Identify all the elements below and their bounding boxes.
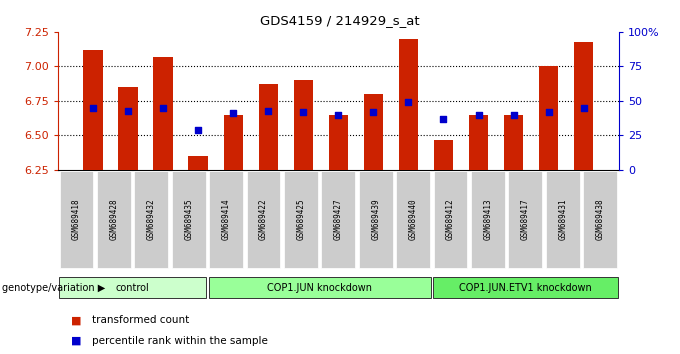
Text: GSM689440: GSM689440 xyxy=(409,199,418,240)
FancyBboxPatch shape xyxy=(247,171,280,268)
Point xyxy=(403,99,414,105)
Point xyxy=(578,105,589,110)
Bar xyxy=(469,115,488,170)
Text: GSM689428: GSM689428 xyxy=(109,199,118,240)
Text: GSM689439: GSM689439 xyxy=(371,199,380,240)
Text: ■: ■ xyxy=(71,315,82,325)
FancyBboxPatch shape xyxy=(284,171,318,268)
Text: GDS4159 / 214929_s_at: GDS4159 / 214929_s_at xyxy=(260,14,420,27)
Point xyxy=(158,105,169,110)
Text: GSM689418: GSM689418 xyxy=(72,199,81,240)
Point xyxy=(473,112,484,118)
FancyBboxPatch shape xyxy=(209,277,430,298)
FancyBboxPatch shape xyxy=(209,171,243,268)
Text: GSM689412: GSM689412 xyxy=(446,199,455,240)
Point xyxy=(88,105,99,110)
Text: GSM689413: GSM689413 xyxy=(483,199,492,240)
Bar xyxy=(574,41,593,170)
Text: GSM689432: GSM689432 xyxy=(147,199,156,240)
Text: percentile rank within the sample: percentile rank within the sample xyxy=(92,336,268,346)
Bar xyxy=(539,67,558,170)
FancyBboxPatch shape xyxy=(509,171,542,268)
Text: GSM689427: GSM689427 xyxy=(334,199,343,240)
Point xyxy=(333,112,343,118)
Bar xyxy=(154,57,173,170)
Point xyxy=(508,112,519,118)
Point xyxy=(228,110,239,116)
FancyBboxPatch shape xyxy=(546,171,579,268)
Bar xyxy=(188,156,207,170)
FancyBboxPatch shape xyxy=(434,171,467,268)
Text: transformed count: transformed count xyxy=(92,315,189,325)
Point xyxy=(192,127,203,133)
Text: GSM689431: GSM689431 xyxy=(558,199,567,240)
Bar xyxy=(398,39,418,170)
Point xyxy=(368,109,379,115)
FancyBboxPatch shape xyxy=(135,171,168,268)
Point xyxy=(298,109,309,115)
Bar xyxy=(224,115,243,170)
Point xyxy=(438,116,449,122)
Text: control: control xyxy=(116,282,150,293)
FancyBboxPatch shape xyxy=(172,171,205,268)
FancyBboxPatch shape xyxy=(59,277,206,298)
Text: COP1.JUN.ETV1 knockdown: COP1.JUN.ETV1 knockdown xyxy=(459,282,592,293)
Text: COP1.JUN knockdown: COP1.JUN knockdown xyxy=(267,282,372,293)
FancyBboxPatch shape xyxy=(433,277,617,298)
Text: genotype/variation ▶: genotype/variation ▶ xyxy=(2,282,105,293)
FancyBboxPatch shape xyxy=(97,171,131,268)
FancyBboxPatch shape xyxy=(396,171,430,268)
Text: GSM689435: GSM689435 xyxy=(184,199,193,240)
Bar xyxy=(328,115,348,170)
FancyBboxPatch shape xyxy=(60,171,93,268)
Text: GSM689422: GSM689422 xyxy=(259,199,268,240)
Bar xyxy=(83,50,103,170)
Text: GSM689414: GSM689414 xyxy=(222,199,231,240)
FancyBboxPatch shape xyxy=(322,171,355,268)
Bar xyxy=(364,94,383,170)
FancyBboxPatch shape xyxy=(471,171,505,268)
Bar xyxy=(118,87,137,170)
Bar xyxy=(434,139,453,170)
Point xyxy=(122,108,133,113)
Text: GSM689417: GSM689417 xyxy=(521,199,530,240)
Bar xyxy=(294,80,313,170)
Text: ■: ■ xyxy=(71,336,82,346)
Point xyxy=(262,108,273,113)
Text: GSM689425: GSM689425 xyxy=(296,199,305,240)
FancyBboxPatch shape xyxy=(583,171,617,268)
Text: GSM689438: GSM689438 xyxy=(596,199,605,240)
FancyBboxPatch shape xyxy=(359,171,392,268)
Bar xyxy=(258,84,278,170)
Bar xyxy=(504,115,523,170)
Point xyxy=(543,109,554,115)
